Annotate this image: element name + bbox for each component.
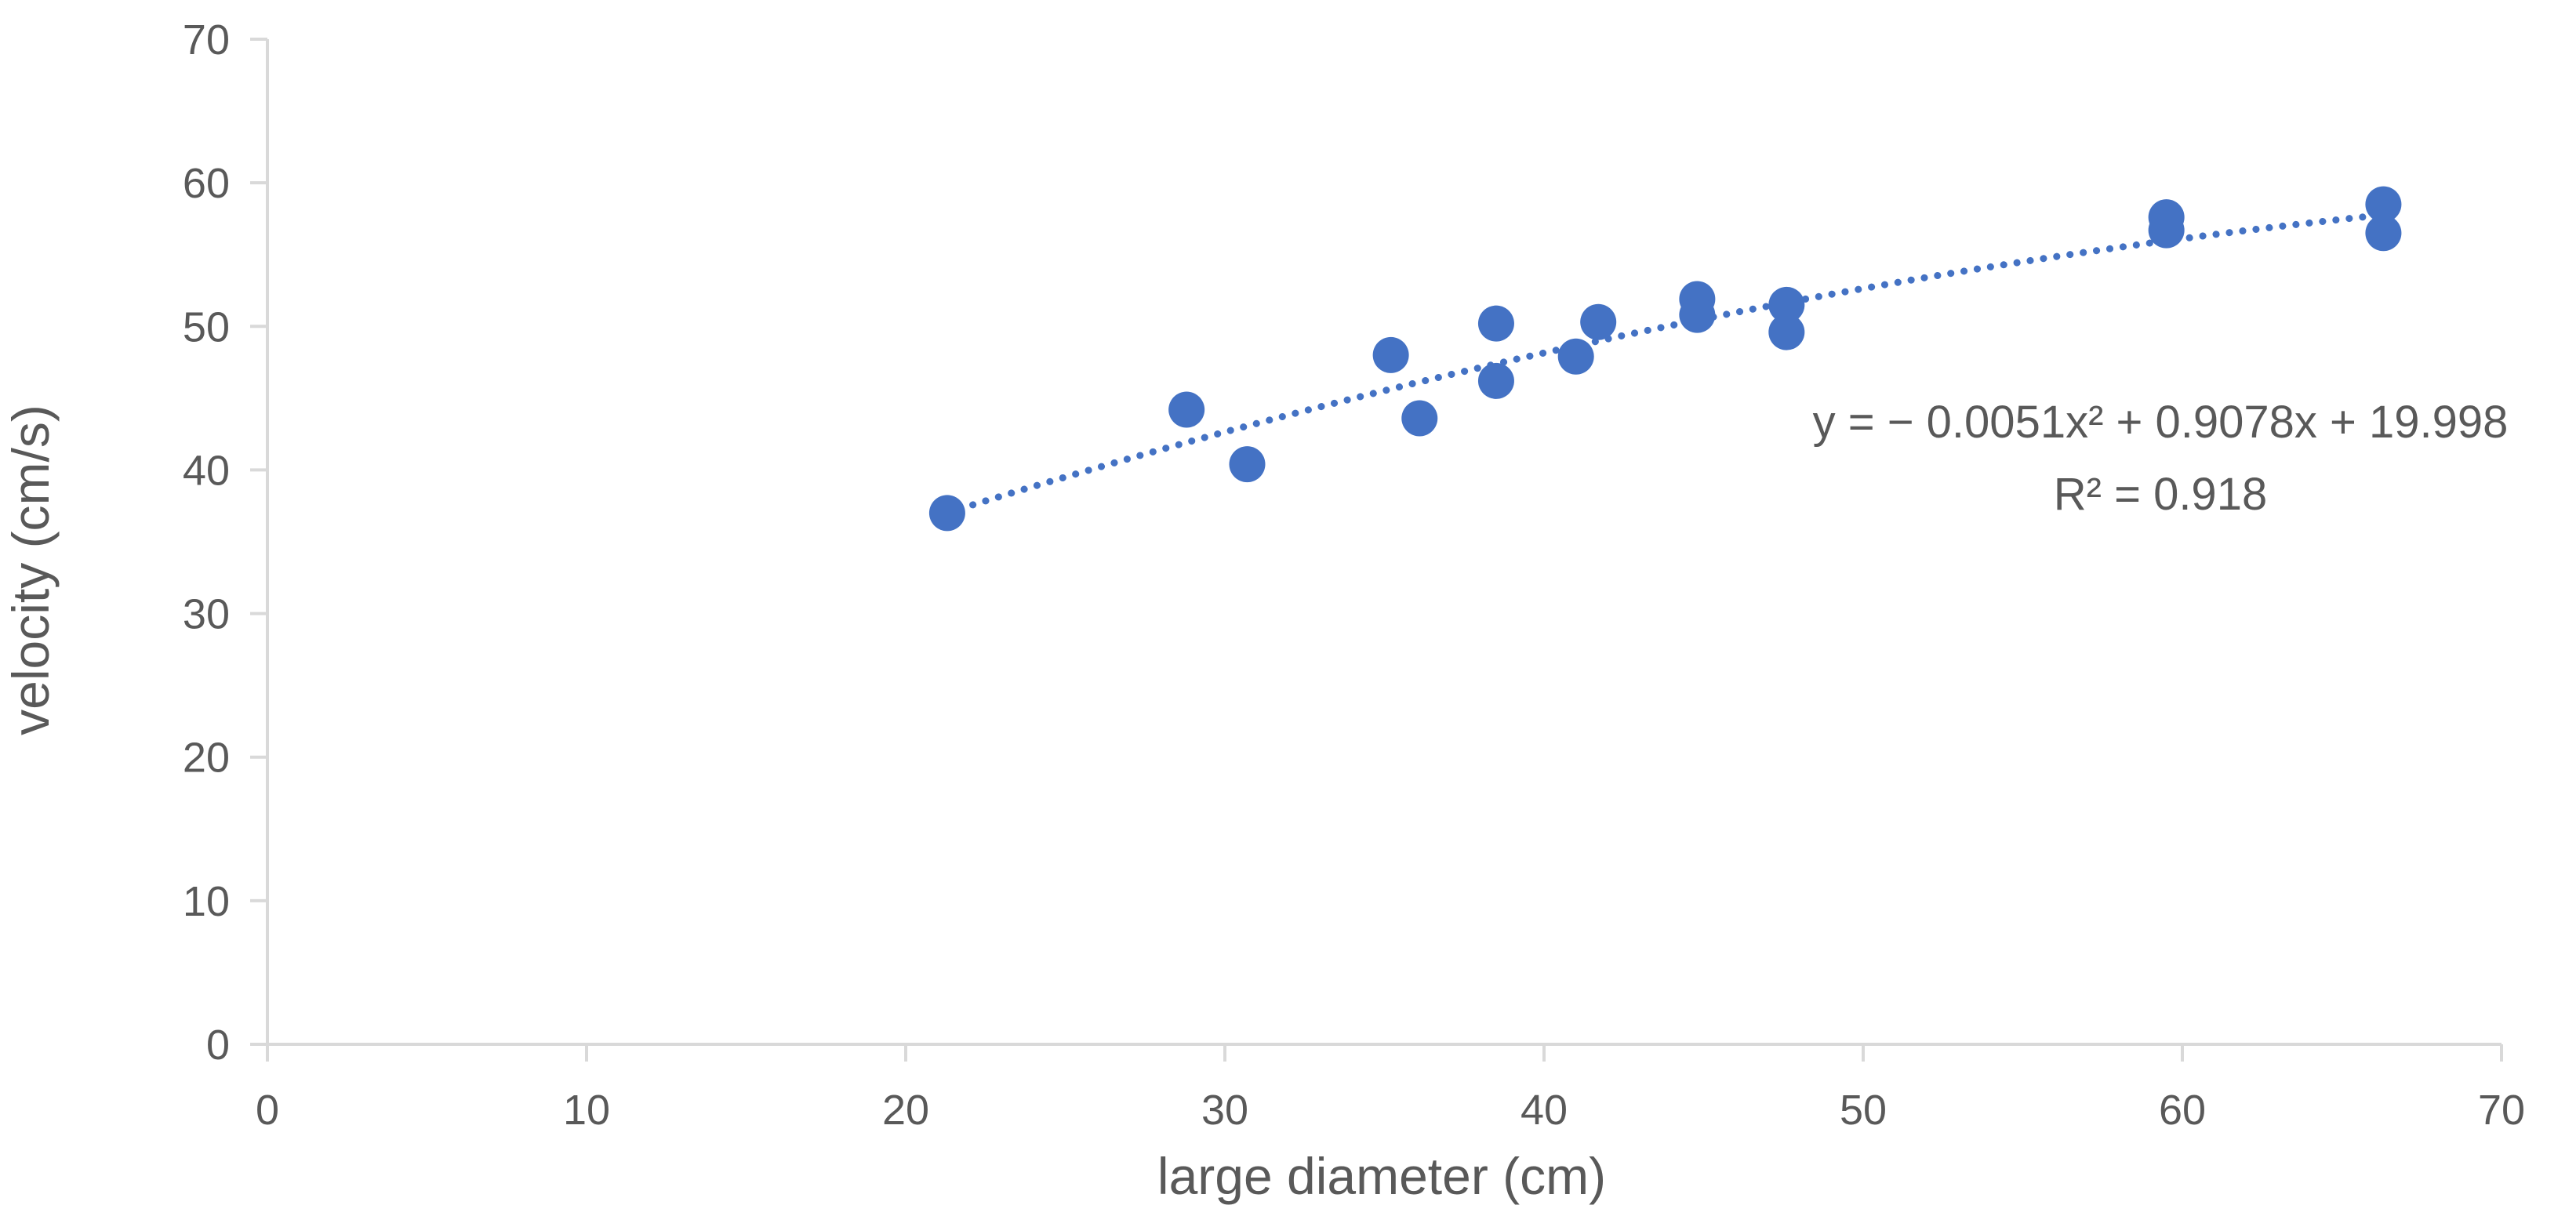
- data-point: [1557, 338, 1594, 375]
- x-tick-label: 50: [1840, 1087, 1887, 1134]
- tick-labels: 0 10 20 30 40 50 60 70 0 10 20 30 40 50 60 70: [183, 16, 2525, 1134]
- x-tick-label: 20: [882, 1087, 929, 1134]
- data-point: [1768, 314, 1805, 350]
- x-tick-label: 0: [256, 1087, 279, 1134]
- data-point: [1768, 286, 1805, 323]
- x-tick-label: 30: [1201, 1087, 1248, 1134]
- y-tick-label: 70: [183, 16, 230, 64]
- y-tick-label: 10: [183, 878, 230, 925]
- y-axis-title: velocity (cm/s): [2, 405, 60, 735]
- data-point: [1168, 391, 1205, 428]
- axes: [250, 38, 2503, 1062]
- data-point: [2148, 212, 2185, 249]
- data-point: [1401, 400, 1438, 437]
- y-tick-label: 20: [183, 735, 230, 782]
- data-point: [928, 495, 965, 532]
- data-point: [1679, 296, 1716, 333]
- x-tick-label: 60: [2159, 1087, 2206, 1134]
- trendline-r-squared: R² = 0.918: [2054, 469, 2267, 520]
- y-tick-label: 60: [183, 160, 230, 207]
- y-tick-label: 50: [183, 303, 230, 350]
- data-point: [1229, 446, 1266, 483]
- trendline: [943, 211, 2387, 517]
- x-tick-label: 10: [563, 1087, 610, 1134]
- y-tick-label: 30: [183, 591, 230, 638]
- x-axis-title: large diameter (cm): [1157, 1147, 1606, 1205]
- data-point: [1477, 362, 1514, 399]
- x-tick-label: 40: [1521, 1087, 1568, 1134]
- data-point: [1580, 303, 1617, 340]
- y-tick-label: 0: [206, 1022, 230, 1069]
- x-tick-label: 70: [2478, 1087, 2525, 1134]
- data-point: [1372, 336, 1409, 373]
- trendline-group: [943, 211, 2387, 517]
- trendline-equation: y = − 0.0051x² + 0.9078x + 19.998: [1813, 397, 2509, 448]
- data-point: [1477, 305, 1514, 342]
- data-point: [2365, 215, 2402, 252]
- y-tick-label: 40: [183, 447, 230, 494]
- data-points: [928, 186, 2402, 532]
- data-point: [2365, 186, 2402, 223]
